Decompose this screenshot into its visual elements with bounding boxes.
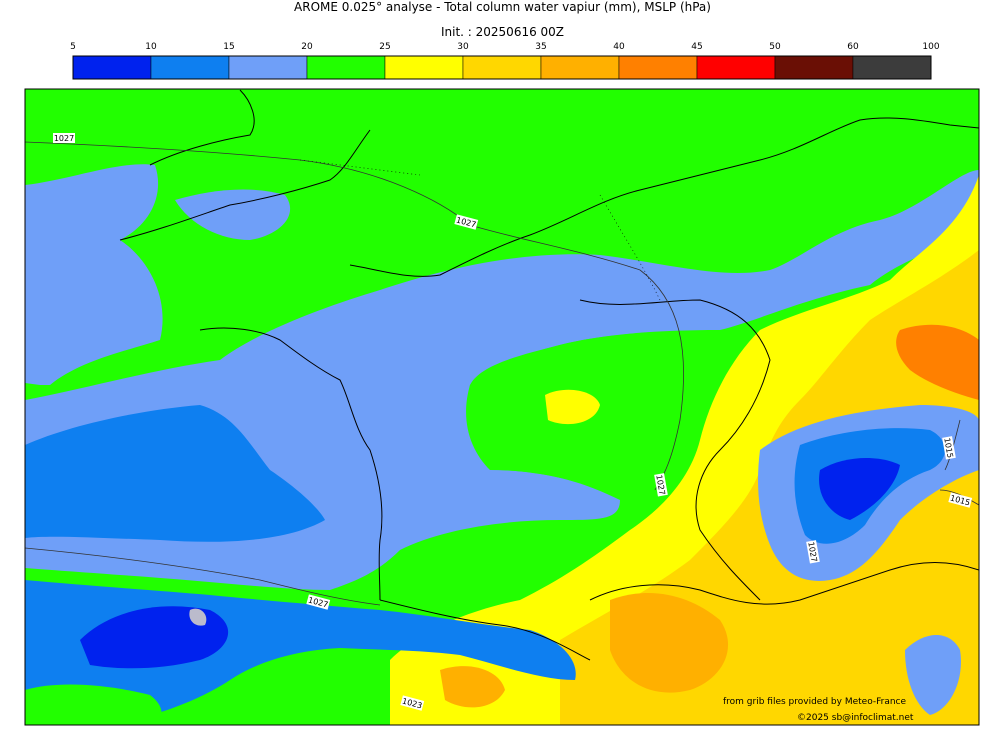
isobar-label-text: 1015 [942, 437, 954, 459]
vapour-field-35-40-gulf [610, 592, 729, 693]
colorbar-tick-label: 40 [613, 42, 625, 52]
vapour-field-gap [189, 608, 207, 626]
vapour-field-corsica [905, 635, 961, 715]
colorbar-tick-label: 45 [691, 42, 702, 52]
coastline-mediterranean [589, 562, 979, 605]
isobar-label-2: 1027 [454, 214, 479, 230]
isobar-label-6: 1015 [942, 436, 956, 460]
isobar-line-2 [25, 141, 684, 491]
credit-source: from grib files provided by Meteo-France [723, 697, 907, 707]
isobar-label-8: 1023 [400, 695, 425, 711]
colorbar-cell [852, 55, 932, 80]
map-subtitle: Init. : 20250616 00Z [440, 25, 565, 39]
colorbar-cell [306, 55, 386, 80]
colorbar-tick-label: 60 [847, 42, 859, 52]
vapour-field-20-25-central [468, 331, 723, 495]
colorbar-tick-label: 20 [301, 42, 313, 52]
colorbar-cell [384, 55, 464, 80]
vapour-field-15-20-france [25, 170, 979, 590]
colorbar-tick-label: 50 [769, 42, 781, 52]
colorbar-tick-label: 25 [379, 42, 390, 52]
isobar-label-text: 1027 [307, 596, 329, 610]
colorbar-cell [618, 55, 698, 80]
border-pyrenees [379, 599, 591, 661]
isobar-label-text: 1027 [455, 216, 477, 230]
colorbar-tick-label: 30 [457, 42, 469, 52]
isobar-label-7: 1015 [948, 492, 973, 508]
isobar-label-5: 1027 [806, 540, 820, 564]
coastline-france-west [199, 327, 383, 601]
coastline-channel-north-sea [349, 117, 979, 277]
colorbar-legend: 5 10 15 20 25 30 35 40 45 50 60 100 [70, 42, 940, 80]
colorbar-tick-label: 15 [223, 42, 234, 52]
colorbar-tick-label: 35 [535, 42, 546, 52]
vapour-field-30-35-east [560, 250, 979, 725]
isobar-label-4: 1027 [306, 594, 331, 610]
isobar-line-1 [25, 547, 381, 606]
isobar-label-text: 1027 [806, 541, 818, 563]
isobar-label-1: 1027 [53, 133, 75, 143]
border-east-france [579, 299, 771, 601]
map-title: AROME 0.025° analyse - Total column wate… [294, 0, 711, 14]
colorbar-cell [462, 55, 542, 80]
vapour-field-10-15-atlantic [25, 405, 325, 542]
vapour-field-40-45-east [896, 324, 979, 400]
colorbar-tick-label: 100 [922, 42, 939, 52]
vapour-field-15-20-atlantic [25, 164, 163, 385]
colorbar-cell [774, 55, 854, 80]
isobar-label-3: 1027 [654, 473, 668, 497]
vapour-field-15-20-alps [758, 405, 979, 581]
colorbar-cell [72, 55, 152, 80]
vapour-field-5-10-pyrenees [80, 606, 229, 669]
isobar-label-text: 1015 [949, 494, 971, 508]
colorbar-cell [696, 55, 776, 80]
vapour-field-15-20-england [175, 189, 291, 240]
isobar-label-text: 1027 [654, 474, 666, 496]
colorbar-frame [72, 55, 932, 80]
colorbar-tick-label: 5 [70, 42, 76, 52]
isobar-label-text: 1027 [54, 134, 74, 143]
vapour-field-25-30-east [390, 175, 979, 725]
colorbar-cell [540, 55, 620, 80]
credit-author: ©2025 sb@infoclimat.net [797, 713, 914, 723]
coastline-britain [119, 89, 371, 241]
isobar-line-3 [939, 419, 979, 506]
map-frame [24, 88, 980, 726]
vapour-field-20-25 [25, 89, 979, 725]
vapour-field-10-15-pyrenees [25, 580, 576, 725]
isobar-label-text: 1023 [401, 697, 423, 711]
vapour-field-25-30-central [545, 389, 600, 425]
colorbar-cell [228, 55, 308, 80]
vapour-field-10-15-alps [794, 428, 945, 544]
vapour-field-20-25-iberia [25, 684, 162, 725]
colorbar-tick-label: 10 [145, 42, 157, 52]
vapour-field-5-10-alps [819, 458, 900, 520]
region-borders [299, 159, 661, 301]
colorbar-cell [150, 55, 230, 80]
vapour-field-35-40-spain [440, 666, 505, 708]
